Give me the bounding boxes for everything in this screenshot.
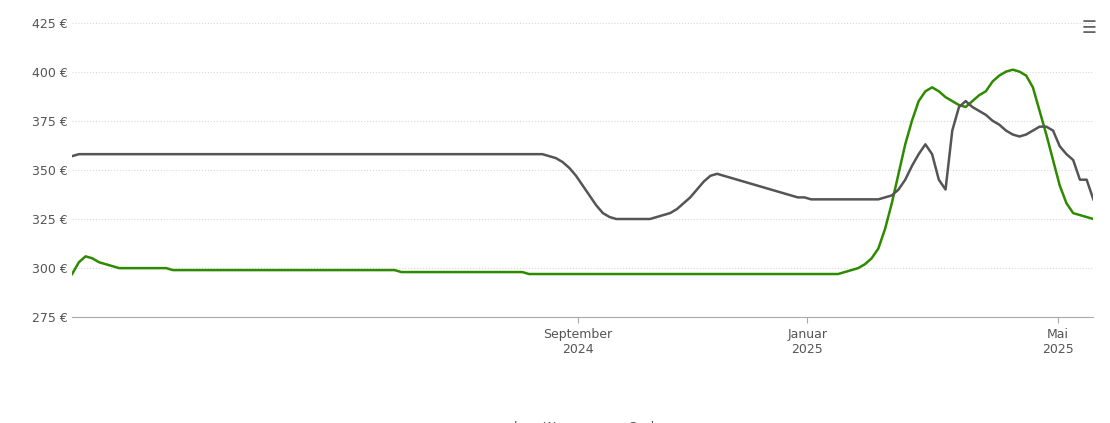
Text: ☰: ☰ (1082, 19, 1097, 37)
Legend: lose Ware, Sackware: lose Ware, Sackware (472, 416, 694, 423)
